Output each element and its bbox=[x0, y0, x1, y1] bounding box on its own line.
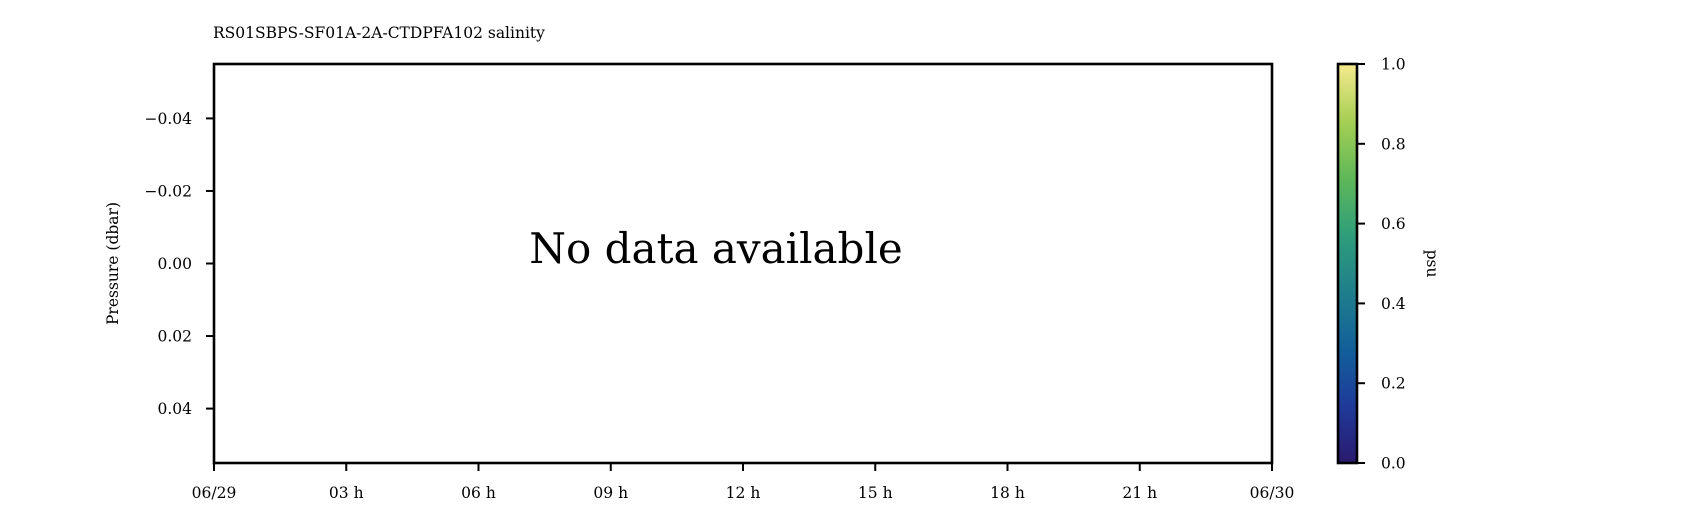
colorbar-tick-label: 0.2 bbox=[1381, 375, 1406, 393]
colorbar-tick-label: 0.8 bbox=[1381, 135, 1406, 153]
x-tick-label: 03 h bbox=[329, 484, 364, 502]
colorbar-tick-label: 0.4 bbox=[1381, 295, 1406, 313]
colorbar-fill bbox=[1336, 62, 1359, 465]
y-tick-label: 0.00 bbox=[157, 255, 192, 273]
x-tick-label: 06 h bbox=[461, 484, 496, 502]
y-tick-label: −0.02 bbox=[145, 182, 193, 200]
no-data-message: No data available bbox=[529, 224, 902, 273]
y-axis: −0.04 −0.02 0.00 0.02 0.04 bbox=[145, 110, 214, 418]
plot-area bbox=[212, 62, 1274, 465]
colorbar-tick-label: 0.0 bbox=[1381, 455, 1406, 473]
x-tick-label: 15 h bbox=[858, 484, 893, 502]
x-tick-label: 06/30 bbox=[1250, 484, 1295, 502]
chart-title: RS01SBPS-SF01A-2A-CTDPFA102 salinity bbox=[213, 24, 545, 42]
colorbar-ticks: 0.0 0.2 0.4 0.6 0.8 1.0 bbox=[1357, 56, 1406, 473]
colorbar: 0.0 0.2 0.4 0.6 0.8 1.0 psu bbox=[1336, 56, 1441, 473]
y-tick-label: 0.02 bbox=[157, 328, 192, 346]
x-tick-label: 06/29 bbox=[192, 484, 237, 502]
x-axis: 06/29 03 h 06 h 09 h 12 h 15 h 18 h 21 h 06/30 bbox=[192, 463, 1295, 502]
x-tick-label: 18 h bbox=[990, 484, 1025, 502]
y-tick-label: −0.04 bbox=[145, 110, 193, 128]
colorbar-tick-label: 0.6 bbox=[1381, 215, 1406, 233]
colorbar-label: psu bbox=[1423, 250, 1441, 278]
colorbar-tick-label: 1.0 bbox=[1381, 56, 1406, 74]
x-tick-label: 09 h bbox=[593, 484, 628, 502]
x-tick-label: 12 h bbox=[726, 484, 761, 502]
y-axis-label: Pressure (dbar) bbox=[104, 202, 122, 325]
x-tick-label: 21 h bbox=[1122, 484, 1157, 502]
y-tick-label: 0.04 bbox=[157, 400, 192, 418]
